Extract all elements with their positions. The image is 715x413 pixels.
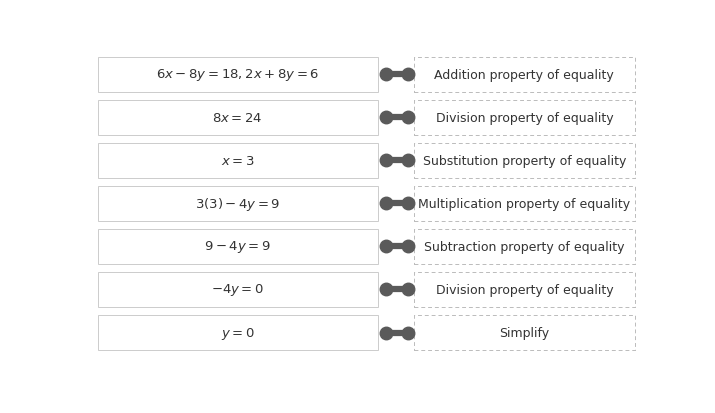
Text: Addition property of equality: Addition property of equality: [435, 69, 614, 82]
Text: $x = 3$: $x = 3$: [221, 154, 255, 167]
FancyBboxPatch shape: [413, 272, 635, 307]
FancyBboxPatch shape: [98, 186, 378, 221]
FancyBboxPatch shape: [98, 229, 378, 264]
FancyBboxPatch shape: [413, 100, 635, 135]
Text: Division property of equality: Division property of equality: [435, 283, 613, 296]
Text: $-4y = 0$: $-4y = 0$: [211, 282, 264, 298]
Text: $y = 0$: $y = 0$: [221, 325, 255, 341]
FancyBboxPatch shape: [98, 100, 378, 135]
Text: $9 - 4y = 9$: $9 - 4y = 9$: [204, 239, 271, 255]
FancyBboxPatch shape: [98, 57, 378, 93]
FancyBboxPatch shape: [413, 229, 635, 264]
FancyBboxPatch shape: [98, 143, 378, 178]
Text: Simplify: Simplify: [499, 326, 549, 339]
FancyBboxPatch shape: [413, 315, 635, 350]
Text: Subtraction property of equality: Subtraction property of equality: [424, 240, 625, 253]
FancyBboxPatch shape: [98, 272, 378, 307]
Text: Division property of equality: Division property of equality: [435, 112, 613, 125]
FancyBboxPatch shape: [413, 57, 635, 93]
FancyBboxPatch shape: [98, 315, 378, 350]
Text: $6x - 8y = 18, 2x + 8y = 6$: $6x - 8y = 18, 2x + 8y = 6$: [156, 67, 320, 83]
FancyBboxPatch shape: [413, 143, 635, 178]
Text: $8x = 24$: $8x = 24$: [212, 112, 263, 125]
Text: $3(3) - 4y = 9$: $3(3) - 4y = 9$: [195, 195, 280, 212]
Text: Substitution property of equality: Substitution property of equality: [423, 154, 626, 167]
Text: Multiplication property of equality: Multiplication property of equality: [418, 197, 631, 210]
FancyBboxPatch shape: [413, 186, 635, 221]
